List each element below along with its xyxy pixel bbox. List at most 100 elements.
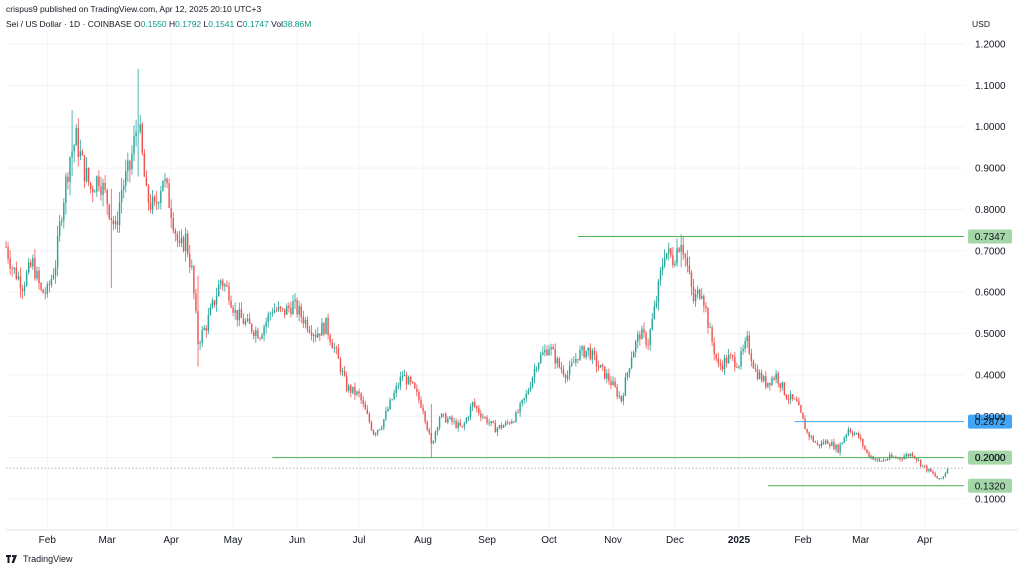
candle-body [622, 395, 625, 402]
candle-body [653, 306, 656, 319]
candle-body [197, 311, 199, 345]
candle-body [242, 317, 245, 325]
candle-body [399, 376, 402, 387]
candle-body [647, 344, 649, 346]
candle-body [442, 413, 445, 415]
candle-body [209, 307, 212, 316]
candle-body [767, 382, 769, 387]
candle-body [529, 386, 532, 391]
candle-body [599, 364, 602, 368]
candle-body [467, 416, 470, 419]
candle-body [300, 306, 302, 317]
candle-body [471, 402, 474, 407]
candle-body [517, 412, 519, 414]
candle-body [725, 357, 728, 364]
candle-body [608, 373, 610, 381]
y-tick-label: 0.7000 [975, 246, 1006, 257]
candle-body [593, 350, 596, 355]
x-tick-label: Sep [478, 535, 496, 546]
candle-body [699, 289, 701, 299]
candle-body [612, 381, 614, 386]
candle-body [734, 356, 736, 367]
candle-body [345, 375, 348, 391]
current-price-badge[interactable] [968, 414, 1012, 429]
candle-body [798, 401, 800, 406]
tradingview-logo-icon [6, 555, 17, 563]
candle-body [930, 468, 932, 472]
tradingview-footer[interactable]: TradingView [6, 554, 73, 564]
candle-body [319, 333, 321, 336]
high-label: H [169, 19, 176, 29]
candle-body [395, 386, 397, 393]
time-axis[interactable]: Feb Mar Apr May Jun Jul Aug Sep Oct Nov Dec 2025 Feb… [6, 529, 1018, 546]
candle-body [263, 326, 265, 336]
candle-body [498, 424, 501, 429]
candle-body [77, 128, 79, 157]
candle-body [946, 469, 949, 474]
candle-body [542, 352, 544, 355]
candle-body [125, 171, 127, 186]
candle-body [521, 399, 523, 404]
candle-body [729, 354, 732, 356]
candle-body [862, 438, 864, 447]
candle-body [224, 284, 226, 287]
candle-body [368, 413, 371, 423]
candle-body [509, 422, 511, 424]
price-axis[interactable]: 1.2000 1.1000 1.0000 0.9000 0.8000 0.7000 0.60… [975, 40, 1006, 506]
candle-body [166, 178, 168, 184]
candle-body [203, 327, 205, 331]
candle-body [58, 221, 61, 236]
candle-body [310, 332, 313, 336]
currency-label[interactable]: USD [972, 19, 990, 29]
candle-body [217, 284, 220, 297]
candle-body [779, 383, 781, 388]
candle-body [492, 421, 494, 423]
candle-body [535, 368, 538, 370]
candle-body [281, 308, 284, 310]
x-tick-label: Oct [541, 535, 557, 546]
candle-body [358, 391, 360, 394]
candle-body [271, 312, 274, 314]
level-1-badge[interactable] [968, 450, 1012, 465]
plot-area[interactable] [6, 30, 964, 530]
symbol-name[interactable]: Sei / US Dollar · 1D · COINBASE [6, 19, 132, 29]
candle-body [178, 240, 181, 243]
candle-body [337, 348, 340, 359]
candle-body [436, 427, 439, 432]
candle-body [678, 248, 680, 252]
candle-body [938, 478, 940, 480]
candle-body [438, 417, 441, 428]
candle-body [352, 386, 354, 393]
candle-body [430, 432, 433, 444]
candle-body [655, 302, 658, 307]
candle-body [360, 393, 362, 401]
volume-label: Vol [271, 19, 283, 29]
candle-body [488, 422, 490, 424]
candle-body [775, 373, 777, 380]
level-2-badge[interactable] [968, 478, 1012, 493]
symbol-ohlc-legend: Sei / US Dollar · 1D · COINBASE O0.1550 … [6, 19, 311, 29]
candle-body [581, 346, 583, 350]
candle-body [67, 176, 69, 182]
candle-body [298, 306, 300, 315]
x-tick-label: Mar [99, 535, 117, 546]
candle-body [684, 254, 686, 258]
candle-body [701, 295, 703, 299]
x-tick-label: Apr [917, 535, 933, 546]
candle-body [482, 417, 484, 418]
candle-body [32, 257, 34, 267]
level-0-badge[interactable] [968, 229, 1012, 244]
candle-body [162, 180, 164, 191]
candle-body [546, 349, 548, 356]
candle-body [651, 318, 653, 330]
candle-body [742, 348, 744, 352]
candle-body [763, 376, 765, 381]
candle-body [354, 386, 356, 395]
candle-body [634, 341, 637, 352]
candle-body [418, 392, 420, 401]
candle-body [643, 328, 645, 333]
candle-body [606, 373, 608, 379]
candle-body [665, 253, 668, 259]
candle-body [911, 453, 914, 456]
